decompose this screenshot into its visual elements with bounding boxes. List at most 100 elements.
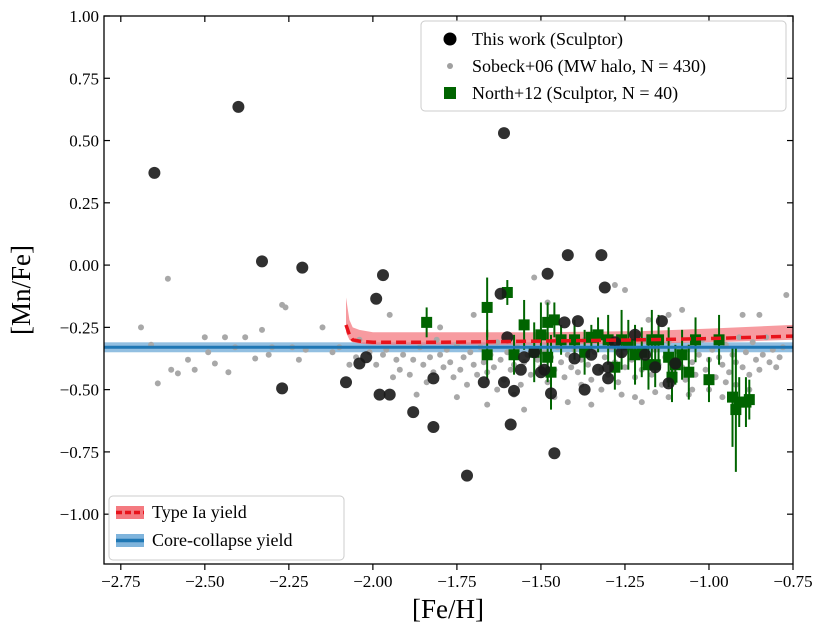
this-work-point — [360, 351, 373, 364]
sobeck-point — [168, 366, 175, 373]
north-point — [733, 396, 745, 408]
sobeck-point — [679, 306, 686, 313]
sobeck-point — [420, 361, 427, 368]
sobeck-point — [568, 364, 575, 371]
x-tick-label: −2.25 — [269, 572, 308, 591]
sobeck-point — [665, 394, 672, 401]
north-point — [727, 391, 739, 403]
this-work-point — [427, 421, 440, 433]
sobeck-point — [154, 380, 161, 387]
this-work-point — [276, 382, 289, 395]
legend-upper: This work (Sculptor) Sobeck+06 (MW halo,… — [420, 20, 787, 112]
sobeck-point — [517, 381, 524, 388]
sobeck-point — [531, 274, 538, 281]
plot-frame — [103, 15, 794, 565]
sobeck-point — [759, 351, 766, 358]
sobeck-point — [682, 376, 689, 383]
legend-type-ia-label: Type Ia yield — [152, 502, 247, 522]
sobeck-point — [437, 351, 444, 358]
sobeck-point — [295, 356, 302, 363]
sobeck-point — [410, 356, 417, 363]
this-work-point — [373, 388, 386, 401]
legend-this-work-marker — [443, 32, 457, 46]
sobeck-point — [736, 334, 743, 341]
sobeck-point — [457, 366, 464, 373]
this-work-point — [578, 383, 591, 396]
sobeck-point — [564, 399, 571, 406]
sobeck-point — [191, 366, 198, 373]
this-work-point — [514, 363, 527, 376]
legend-north-marker — [444, 87, 456, 99]
this-work-point — [427, 372, 440, 385]
model-lines — [104, 324, 794, 349]
sobeck-point — [373, 361, 380, 368]
north-point — [609, 361, 621, 373]
sobeck-point — [185, 356, 191, 363]
this-work-point — [377, 269, 389, 282]
sobeck-point — [618, 391, 625, 398]
sobeck-point — [638, 399, 645, 406]
this-work-point — [370, 292, 383, 305]
sobeck-point — [346, 361, 353, 368]
this-work-point — [598, 281, 611, 294]
sobeck-point — [265, 351, 272, 358]
x-tick-label: −1.50 — [521, 572, 560, 591]
sobeck-point — [490, 364, 497, 371]
this-work-point — [669, 357, 682, 370]
sobeck-point — [494, 386, 501, 393]
this-work-point — [498, 127, 510, 140]
north-point — [548, 314, 560, 326]
legend-sobeck-marker — [447, 63, 453, 69]
y-tick-label: 1.00 — [69, 7, 99, 26]
north-point — [542, 351, 554, 363]
sobeck-point — [746, 371, 753, 378]
north-point — [579, 346, 591, 358]
sobeck-point — [225, 369, 232, 376]
sobeck-point — [719, 394, 726, 401]
sobeck-point — [689, 359, 696, 366]
this-work-point — [518, 351, 531, 364]
x-tick-label: −2.00 — [353, 572, 392, 591]
sobeck-point — [544, 379, 551, 386]
north-point — [501, 286, 513, 298]
sobeck-point — [380, 351, 386, 358]
sobeck-point — [753, 356, 759, 363]
this-work-point — [461, 469, 473, 482]
y-tick-label: −0.25 — [60, 318, 99, 337]
this-work-point — [528, 346, 541, 359]
sobeck-point — [756, 366, 763, 373]
sobeck-point — [585, 361, 591, 368]
north-point — [676, 349, 688, 361]
sobeck-point — [470, 361, 477, 368]
north-point — [481, 349, 493, 361]
x-tick-label: −1.75 — [437, 572, 476, 591]
sobeck-point — [534, 356, 541, 363]
this-work-point — [508, 384, 520, 397]
x-tick-label: −1.00 — [689, 572, 728, 591]
this-work-point — [538, 363, 551, 376]
north-point — [592, 329, 604, 341]
this-work-point — [585, 348, 598, 361]
sobeck-point — [739, 311, 746, 318]
sobeck-point — [259, 326, 265, 333]
sobeck-point — [719, 361, 726, 368]
sobeck-point — [722, 379, 729, 386]
north-point — [629, 349, 641, 361]
y-tick-label: 0.50 — [69, 132, 99, 151]
this-work-point — [296, 261, 309, 274]
north-point — [535, 329, 547, 341]
north-point — [642, 359, 654, 371]
sobeck-point — [726, 369, 733, 376]
sobeck-point — [622, 287, 628, 293]
sobeck-point — [615, 379, 622, 386]
sobeck-point — [783, 292, 790, 298]
this-work-point — [498, 376, 510, 389]
this-work-point — [639, 348, 652, 361]
y-tick-label: −1.00 — [60, 505, 99, 524]
this-work-point — [383, 388, 396, 401]
sobeck-point — [164, 275, 171, 282]
sobeck-point — [756, 311, 763, 318]
sobeck-point — [695, 351, 702, 358]
this-work-point — [494, 287, 507, 300]
